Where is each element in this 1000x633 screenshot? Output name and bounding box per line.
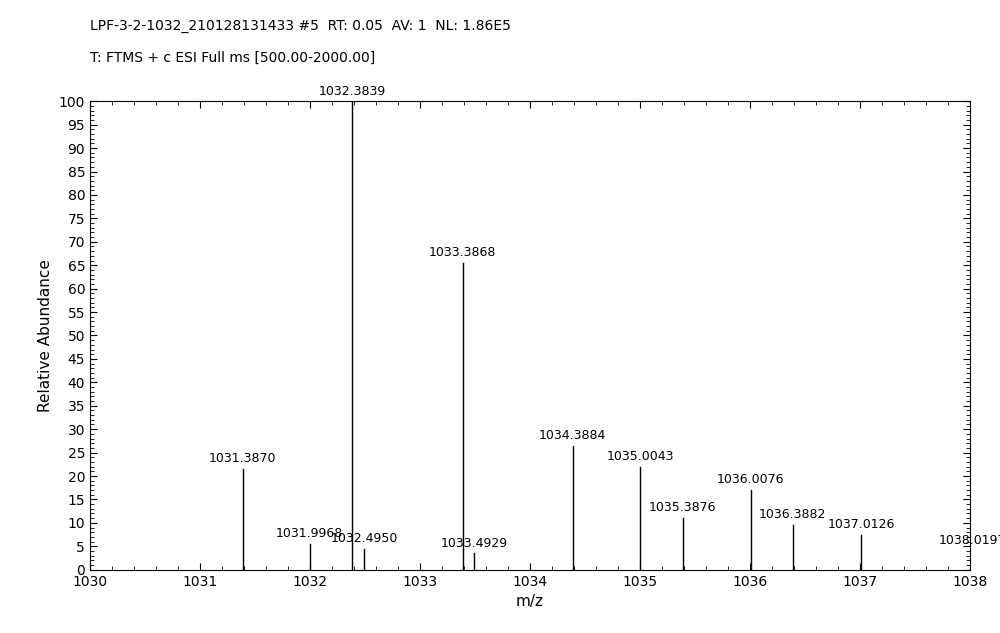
Text: 1032.4950: 1032.4950 xyxy=(331,532,398,545)
Text: 1038.0197: 1038.0197 xyxy=(938,534,1000,547)
Y-axis label: Relative Abundance: Relative Abundance xyxy=(38,259,53,412)
Text: 1033.3868: 1033.3868 xyxy=(429,246,496,259)
Text: LPF-3-2-1032_210128131433 #5  RT: 0.05  AV: 1  NL: 1.86E5: LPF-3-2-1032_210128131433 #5 RT: 0.05 AV… xyxy=(90,19,511,33)
Text: 1031.3870: 1031.3870 xyxy=(209,452,276,465)
Text: 1031.9968: 1031.9968 xyxy=(276,527,343,540)
Text: 1034.3884: 1034.3884 xyxy=(539,429,606,442)
Text: 1033.4929: 1033.4929 xyxy=(441,537,508,549)
Text: 1035.3876: 1035.3876 xyxy=(649,501,716,515)
Text: 1036.3882: 1036.3882 xyxy=(759,508,826,522)
Text: 1032.3839: 1032.3839 xyxy=(319,85,386,97)
Text: T: FTMS + c ESI Full ms [500.00-2000.00]: T: FTMS + c ESI Full ms [500.00-2000.00] xyxy=(90,51,375,65)
Text: 1037.0126: 1037.0126 xyxy=(828,518,895,531)
Text: 1035.0043: 1035.0043 xyxy=(607,450,674,463)
Text: 1036.0076: 1036.0076 xyxy=(717,473,785,486)
X-axis label: m/z: m/z xyxy=(516,594,544,609)
